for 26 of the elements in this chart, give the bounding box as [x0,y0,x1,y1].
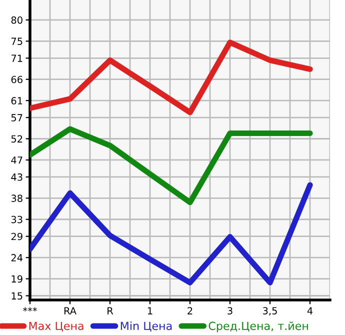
x-tick-label: 3,5 [263,307,277,316]
x-tick-label: *** [23,307,37,312]
legend-label: Max Цена [29,322,84,332]
x-tick-label: 2 [188,307,192,314]
x-tick-label: R [108,307,114,314]
y-tick-label: 19 [12,275,22,283]
y-tick-label: 24 [11,254,23,262]
x-tick-label: 1 [148,307,152,314]
y-tick-label: 75 [11,38,22,45]
x-tick-label: RA [64,307,76,314]
y-tick-label: 29 [11,232,22,240]
legend-label: Min Цена [120,321,172,332]
y-tick-label: 33 [11,216,22,224]
y-tick-label: 43 [11,173,22,181]
y-tick-label: 66 [11,76,22,84]
x-tick-label: 4 [307,307,313,314]
x-tick-label: 3 [228,307,232,314]
y-tick-label: 15 [12,292,22,300]
y-tick-label: 80 [11,16,22,24]
y-tick-label: 57 [11,114,22,122]
y-tick-label: 71 [11,54,22,62]
y-tick-label: 38 [11,194,22,202]
y-tick-label: 61 [11,97,22,104]
y-tick-label: 52 [11,135,22,143]
y-tick-label: 47 [11,156,22,164]
legend-label: Сред.Цена, т.йен [208,322,308,332]
